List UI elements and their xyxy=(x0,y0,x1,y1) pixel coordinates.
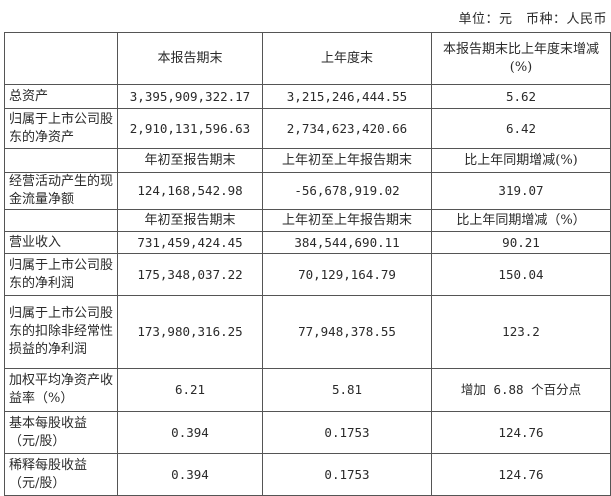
cell-value: 0.394 xyxy=(117,411,263,454)
header-row: 本报告期末 上年度末 本报告期末比上年度末增减(%) xyxy=(4,32,611,85)
cell-value: 6.21 xyxy=(117,368,263,412)
cell-value: 0.1753 xyxy=(262,411,432,454)
table-row: 经营活动产生的现金流量净额 124,168,542.98 -56,678,919.0… xyxy=(4,172,611,210)
row-label: 归属于上市公司股东的扣除非经常性损益的净利润 xyxy=(4,295,118,369)
cell-value: -56,678,919.02 xyxy=(262,172,432,210)
header-row: 年初至报告期末 上年初至上年报告期末 比上年同期增减（%） xyxy=(4,209,611,232)
row-label: 营业收入 xyxy=(4,231,118,254)
cell-value: 123.2 xyxy=(431,295,611,369)
cell-value: 77,948,378.55 xyxy=(262,295,432,369)
column-header xyxy=(4,32,118,85)
financial-table: 本报告期末 上年度末 本报告期末比上年度末增减(%) 总资产 3,395,909,322… xyxy=(4,32,611,496)
cell-value: 90.21 xyxy=(431,231,611,254)
cell-value: 124.76 xyxy=(431,453,611,496)
cell-value: 175,348,037.22 xyxy=(117,253,263,296)
table-row: 总资产 3,395,909,322.17 3,215,246,444.55 5.62 xyxy=(4,84,611,109)
row-label: 归属于上市公司股东的净利润 xyxy=(4,253,118,296)
header-row: 年初至报告期末 上年初至上年报告期末 比上年同期增减(%) xyxy=(4,148,611,173)
row-label: 经营活动产生的现金流量净额 xyxy=(4,172,118,210)
table-row: 基本每股收益（元/股） 0.394 0.1753 124.76 xyxy=(4,411,611,454)
row-label: 基本每股收益（元/股） xyxy=(4,411,118,454)
cell-value: 731,459,424.45 xyxy=(117,231,263,254)
cell-value: 2,734,623,420.66 xyxy=(262,108,432,149)
column-header: 比上年同期增减（%） xyxy=(431,209,611,232)
table-row: 加权平均净资产收益率（%） 6.21 5.81 增加 6.88 个百分点 xyxy=(4,368,611,412)
cell-value: 6.42 xyxy=(431,108,611,149)
table-row: 归属于上市公司股东的净利润 175,348,037.22 70,129,164.79… xyxy=(4,253,611,296)
column-header xyxy=(4,209,118,232)
column-header: 上年度末 xyxy=(262,32,432,85)
column-header: 上年初至上年报告期末 xyxy=(262,148,432,173)
row-label: 总资产 xyxy=(4,84,118,109)
table-row: 归属于上市公司股东的扣除非经常性损益的净利润 173,980,316.25 77,9… xyxy=(4,295,611,369)
column-header: 比上年同期增减(%) xyxy=(431,148,611,173)
cell-value: 70,129,164.79 xyxy=(262,253,432,296)
column-header: 上年初至上年报告期末 xyxy=(262,209,432,232)
cell-value: 0.1753 xyxy=(262,453,432,496)
cell-value: 150.04 xyxy=(431,253,611,296)
row-label: 归属于上市公司股东的净资产 xyxy=(4,108,118,149)
cell-value: 3,215,246,444.55 xyxy=(262,84,432,109)
cell-value: 124,168,542.98 xyxy=(117,172,263,210)
cell-value: 173,980,316.25 xyxy=(117,295,263,369)
cell-value: 5.62 xyxy=(431,84,611,109)
column-header: 本报告期末 xyxy=(117,32,263,85)
cell-value: 384,544,690.11 xyxy=(262,231,432,254)
cell-value: 3,395,909,322.17 xyxy=(117,84,263,109)
row-label: 稀释每股收益（元/股） xyxy=(4,453,118,496)
column-header: 年初至报告期末 xyxy=(117,148,263,173)
cell-value: 124.76 xyxy=(431,411,611,454)
cell-value: 0.394 xyxy=(117,453,263,496)
table-row: 稀释每股收益（元/股） 0.394 0.1753 124.76 xyxy=(4,453,611,496)
table-row: 归属于上市公司股东的净资产 2,910,131,596.63 2,734,623,4… xyxy=(4,108,611,149)
cell-value: 5.81 xyxy=(262,368,432,412)
cell-value: 319.07 xyxy=(431,172,611,210)
cell-value: 增加 6.88 个百分点 xyxy=(431,368,611,412)
row-label: 加权平均净资产收益率（%） xyxy=(4,368,118,412)
column-header xyxy=(4,148,118,173)
table-row: 营业收入 731,459,424.45 384,544,690.11 90.21 xyxy=(4,231,611,254)
column-header: 本报告期末比上年度末增减(%) xyxy=(431,32,611,85)
cell-value: 2,910,131,596.63 xyxy=(117,108,263,149)
column-header: 年初至报告期末 xyxy=(117,209,263,232)
unit-note: 单位：元 币种：人民币 xyxy=(458,12,607,27)
